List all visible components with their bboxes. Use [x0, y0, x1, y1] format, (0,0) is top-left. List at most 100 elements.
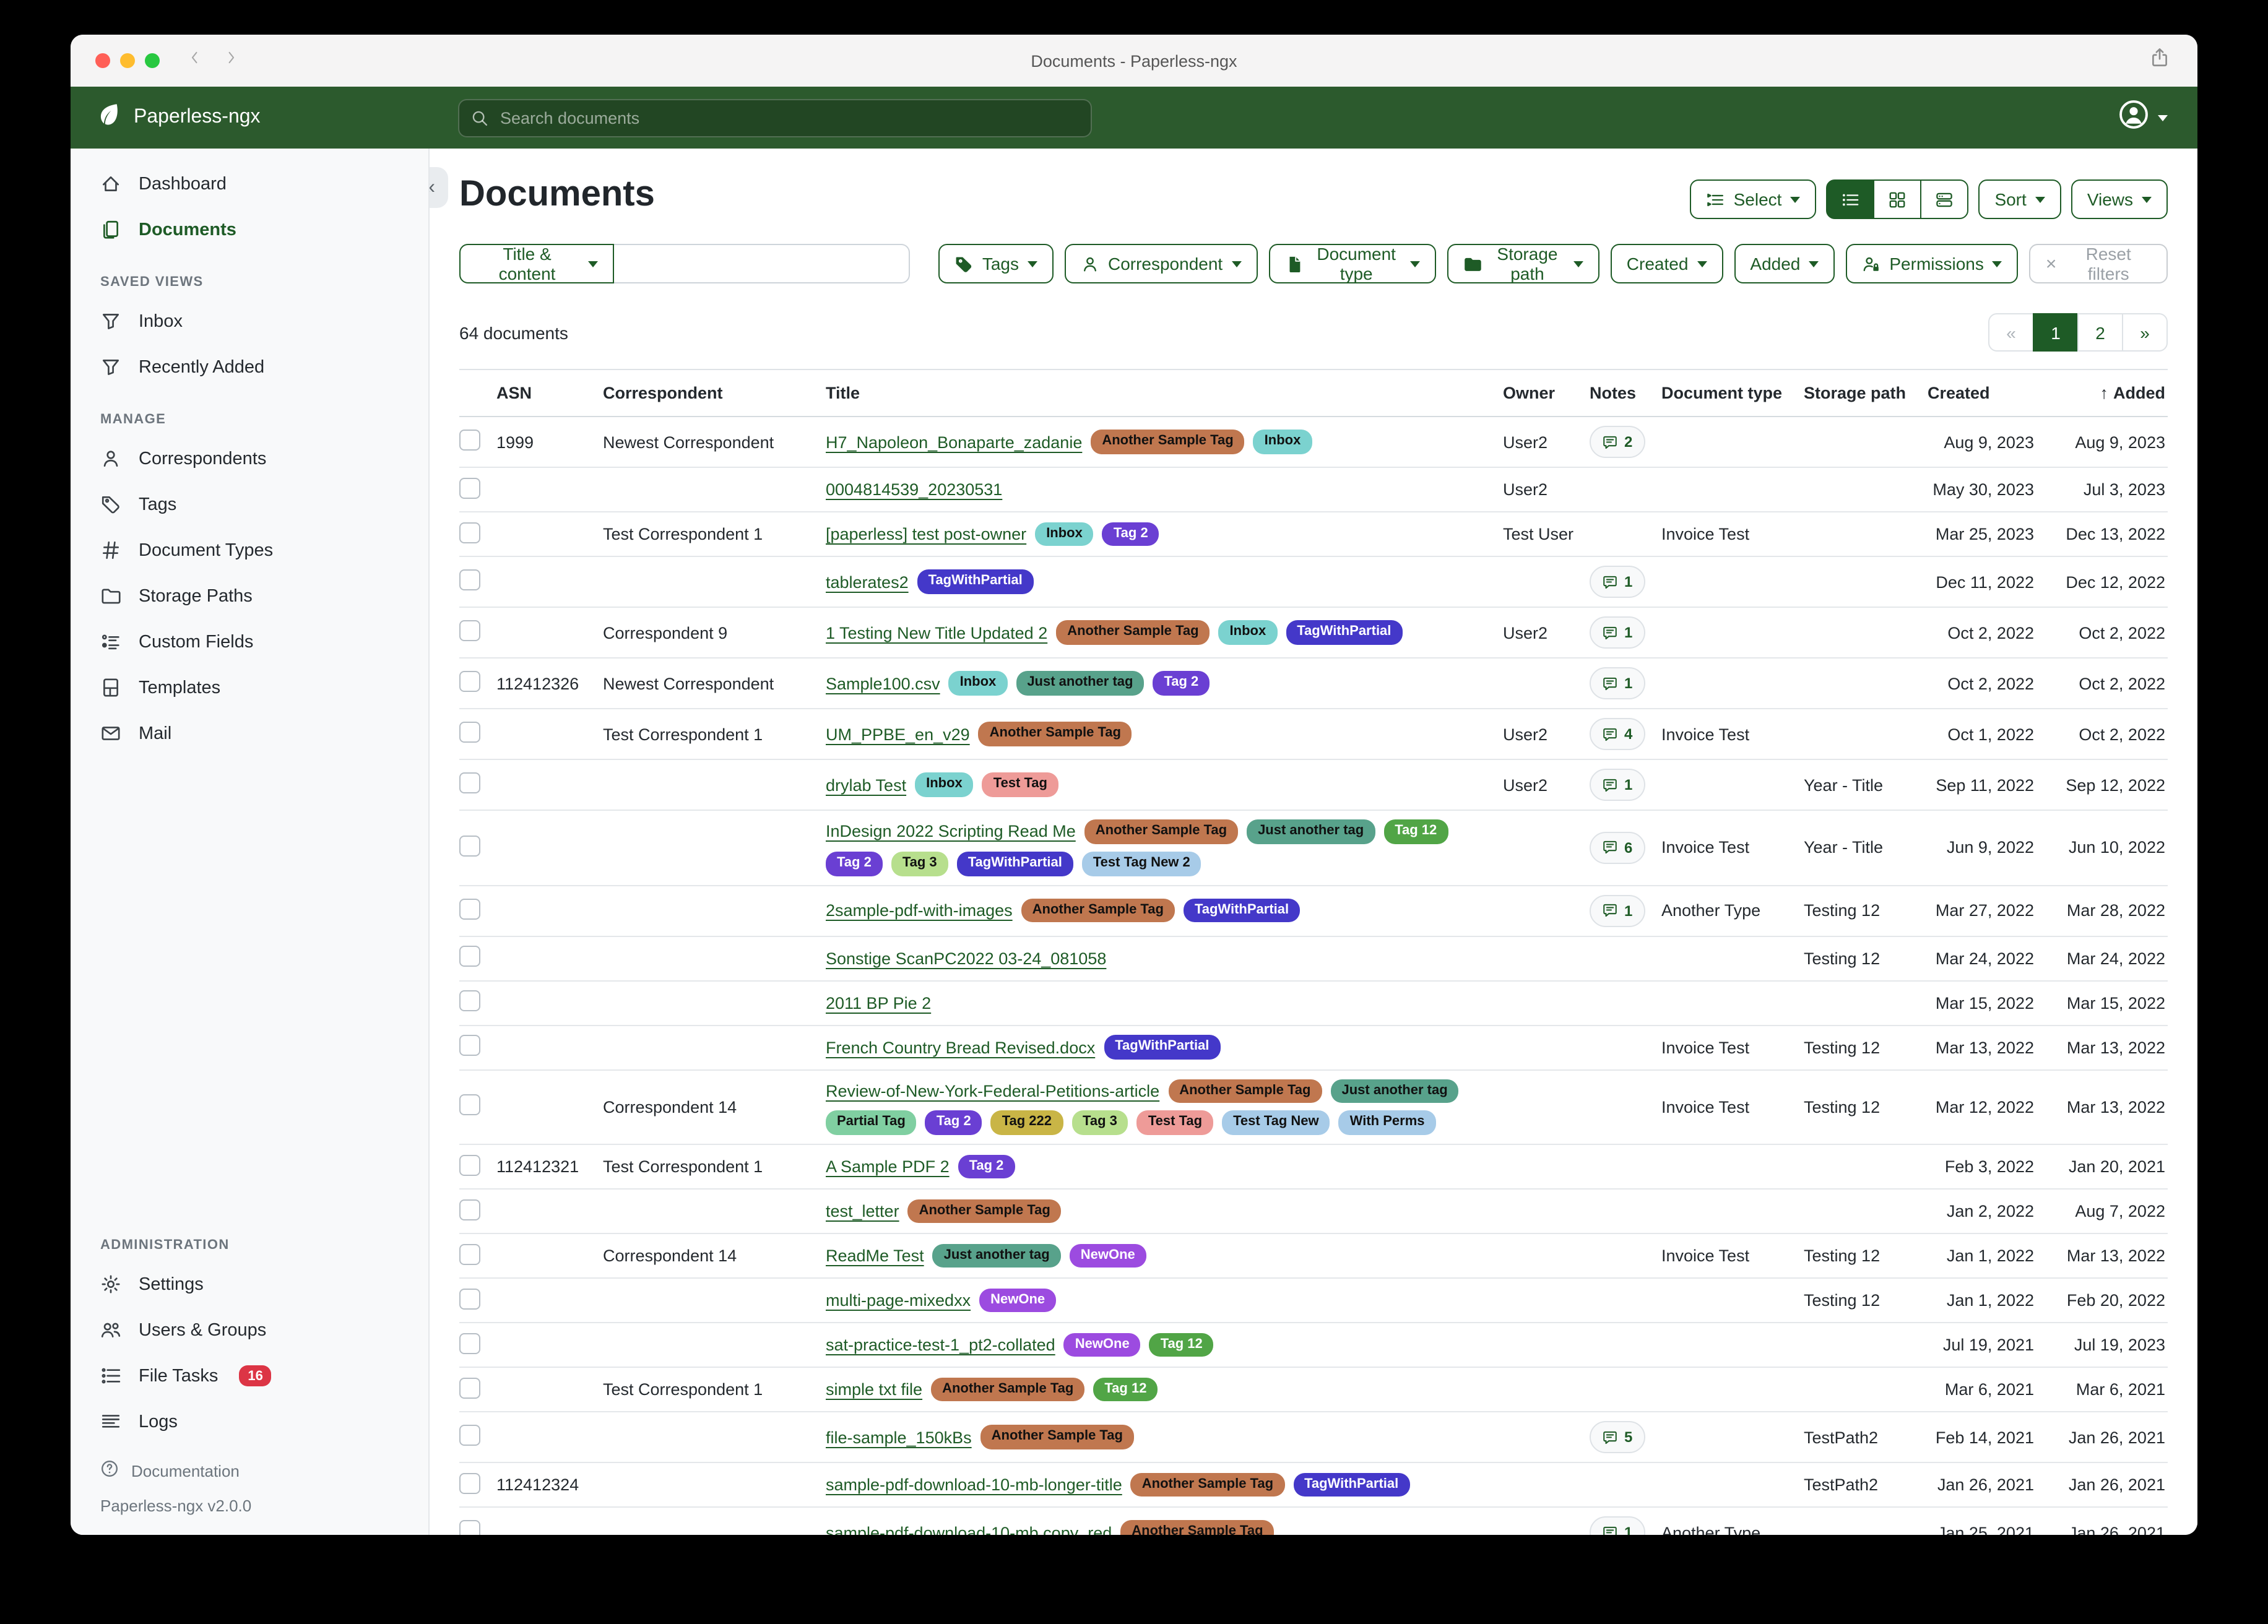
list-view-button[interactable] — [1826, 179, 1875, 219]
detail-view-button[interactable] — [1920, 179, 1969, 219]
sidebar-item-file-tasks[interactable]: File Tasks 16 — [71, 1353, 428, 1399]
zoom-window-button[interactable] — [145, 53, 160, 68]
tag-another-sample-tag[interactable]: Another Sample Tag — [1084, 819, 1239, 844]
tag-tagwithpartial[interactable]: TagWithPartial — [1183, 898, 1301, 923]
tag-another-sample-tag[interactable]: Another Sample Tag — [1056, 620, 1210, 645]
row-checkbox[interactable] — [459, 671, 480, 692]
tag-inbox[interactable]: Inbox — [1035, 522, 1094, 546]
tag-tagwithpartial[interactable]: TagWithPartial — [1104, 1035, 1221, 1060]
tag-another-sample-tag[interactable]: Another Sample Tag — [931, 1377, 1085, 1402]
tag-inbox[interactable]: Inbox — [915, 772, 974, 797]
document-link[interactable]: Sample100.csv — [826, 674, 940, 693]
column-header-owner[interactable]: Owner — [1503, 384, 1556, 402]
sidebar-item-documents[interactable]: Documents — [71, 207, 428, 253]
column-header-doctype[interactable]: Document type — [1661, 384, 1783, 402]
sidebar-item-dashboard[interactable]: Dashboard — [71, 161, 428, 207]
row-checkbox[interactable] — [459, 569, 480, 590]
tag-tag-222[interactable]: Tag 222 — [990, 1110, 1063, 1135]
tag-tagwithpartial[interactable]: TagWithPartial — [1286, 620, 1403, 645]
tag-another-sample-tag[interactable]: Another Sample Tag — [980, 1425, 1134, 1449]
row-checkbox[interactable] — [459, 430, 480, 451]
chevron-right-icon[interactable] — [223, 50, 239, 72]
filter-tags-button[interactable]: Tags — [938, 244, 1054, 283]
user-menu[interactable] — [2118, 99, 2197, 136]
notes-badge[interactable]: 1 — [1590, 667, 1645, 699]
sidebar-item-mail[interactable]: Mail — [71, 710, 428, 756]
document-link[interactable]: drylab Test — [826, 775, 907, 794]
row-checkbox[interactable] — [459, 1243, 480, 1264]
tag-tag-3[interactable]: Tag 3 — [1071, 1110, 1128, 1135]
sidebar-item-custom-fields[interactable]: Custom Fields — [71, 619, 428, 665]
notes-badge[interactable]: 1 — [1590, 1516, 1645, 1535]
document-link[interactable]: sample-pdf-download-10-mb copy_red — [826, 1523, 1112, 1535]
tag-tag-2[interactable]: Tag 2 — [1102, 522, 1159, 546]
notes-badge[interactable]: 1 — [1590, 769, 1645, 801]
tag-tag-2[interactable]: Tag 2 — [1153, 671, 1210, 696]
document-link[interactable]: tablerates2 — [826, 572, 909, 591]
row-checkbox[interactable] — [459, 898, 480, 919]
filter-permissions-button[interactable]: Permissions — [1846, 244, 2019, 283]
sort-button[interactable]: Sort — [1978, 179, 2061, 219]
sidebar-collapse-button[interactable]: « — [430, 167, 448, 208]
document-link[interactable]: sample-pdf-download-10-mb-longer-title — [826, 1475, 1122, 1494]
row-checkbox[interactable] — [459, 722, 480, 743]
app-logo[interactable]: Paperless-ngx — [71, 102, 430, 134]
filter-storage-path-button[interactable]: Storage path — [1447, 244, 1599, 283]
sidebar-item-storage-paths[interactable]: Storage Paths — [71, 573, 428, 619]
notes-badge[interactable]: 1 — [1590, 616, 1645, 649]
document-link[interactable]: UM_PPBE_en_v29 — [826, 725, 970, 743]
notes-badge[interactable]: 6 — [1590, 831, 1645, 864]
column-header-title[interactable]: Title — [826, 384, 860, 402]
documentation-link[interactable]: Documentation — [100, 1459, 399, 1482]
row-checkbox[interactable] — [459, 477, 480, 498]
row-checkbox[interactable] — [459, 1035, 480, 1056]
sidebar-item-logs[interactable]: Logs — [71, 1399, 428, 1445]
row-checkbox[interactable] — [459, 1425, 480, 1446]
document-link[interactable]: multi-page-mixedxx — [826, 1291, 971, 1310]
document-link[interactable]: Sonstige ScanPC2022 03-24_081058 — [826, 949, 1107, 967]
tag-tag-3[interactable]: Tag 3 — [891, 851, 948, 876]
tag-tagwithpartial[interactable]: TagWithPartial — [917, 569, 1034, 594]
row-checkbox[interactable] — [459, 772, 480, 793]
tag-just-another-tag[interactable]: Just another tag — [1247, 819, 1375, 844]
column-header-correspondent[interactable]: Correspondent — [603, 384, 723, 402]
title-content-input[interactable] — [613, 244, 911, 283]
tag-test-tag-new[interactable]: Test Tag New — [1222, 1110, 1330, 1135]
page-button-2[interactable]: 2 — [2077, 313, 2123, 352]
tag-just-another-tag[interactable]: Just another tag — [1016, 671, 1145, 696]
tag-newone[interactable]: NewOne — [979, 1288, 1057, 1313]
views-button[interactable]: Views — [2071, 179, 2168, 219]
tag-tag-12[interactable]: Tag 12 — [1149, 1332, 1214, 1357]
row-checkbox[interactable] — [459, 1094, 480, 1116]
tag-tag-2[interactable]: Tag 2 — [958, 1154, 1015, 1179]
row-checkbox[interactable] — [459, 1154, 480, 1175]
column-header-created[interactable]: Created — [1928, 384, 1990, 402]
page-button-[interactable]: « — [1988, 313, 2034, 352]
tag-just-another-tag[interactable]: Just another tag — [932, 1243, 1061, 1268]
tag-inbox[interactable]: Inbox — [1253, 430, 1312, 454]
tag-just-another-tag[interactable]: Just another tag — [1330, 1079, 1459, 1104]
tag-another-sample-tag[interactable]: Another Sample Tag — [1130, 1472, 1285, 1497]
document-link[interactable]: sat-practice-test-1_pt2-collated — [826, 1336, 1055, 1354]
column-header-asn[interactable]: ASN — [496, 384, 532, 402]
document-link[interactable]: 1 Testing New Title Updated 2 — [826, 623, 1048, 642]
row-checkbox[interactable] — [459, 1377, 480, 1398]
tag-tag-2[interactable]: Tag 2 — [925, 1110, 982, 1135]
filter-document-type-button[interactable]: Document type — [1268, 244, 1436, 283]
tag-tag-12[interactable]: Tag 12 — [1093, 1377, 1158, 1402]
notes-badge[interactable]: 1 — [1590, 566, 1645, 598]
document-link[interactable]: 0004814539_20230531 — [826, 480, 1003, 499]
row-checkbox[interactable] — [459, 1332, 480, 1354]
document-link[interactable]: 2011 BP Pie 2 — [826, 993, 932, 1012]
notes-badge[interactable]: 2 — [1590, 426, 1645, 458]
share-icon[interactable] — [2149, 48, 2170, 73]
minimize-window-button[interactable] — [120, 53, 135, 68]
chevron-left-icon[interactable] — [187, 50, 203, 72]
tag-another-sample-tag[interactable]: Another Sample Tag — [1168, 1079, 1322, 1104]
row-checkbox[interactable] — [459, 1199, 480, 1220]
sidebar-item-tags[interactable]: Tags — [71, 482, 428, 527]
tag-another-sample-tag[interactable]: Another Sample Tag — [1091, 430, 1245, 454]
sidebar-item-correspondents[interactable]: Correspondents — [71, 436, 428, 482]
notes-badge[interactable]: 4 — [1590, 718, 1645, 750]
notes-badge[interactable]: 1 — [1590, 894, 1645, 926]
